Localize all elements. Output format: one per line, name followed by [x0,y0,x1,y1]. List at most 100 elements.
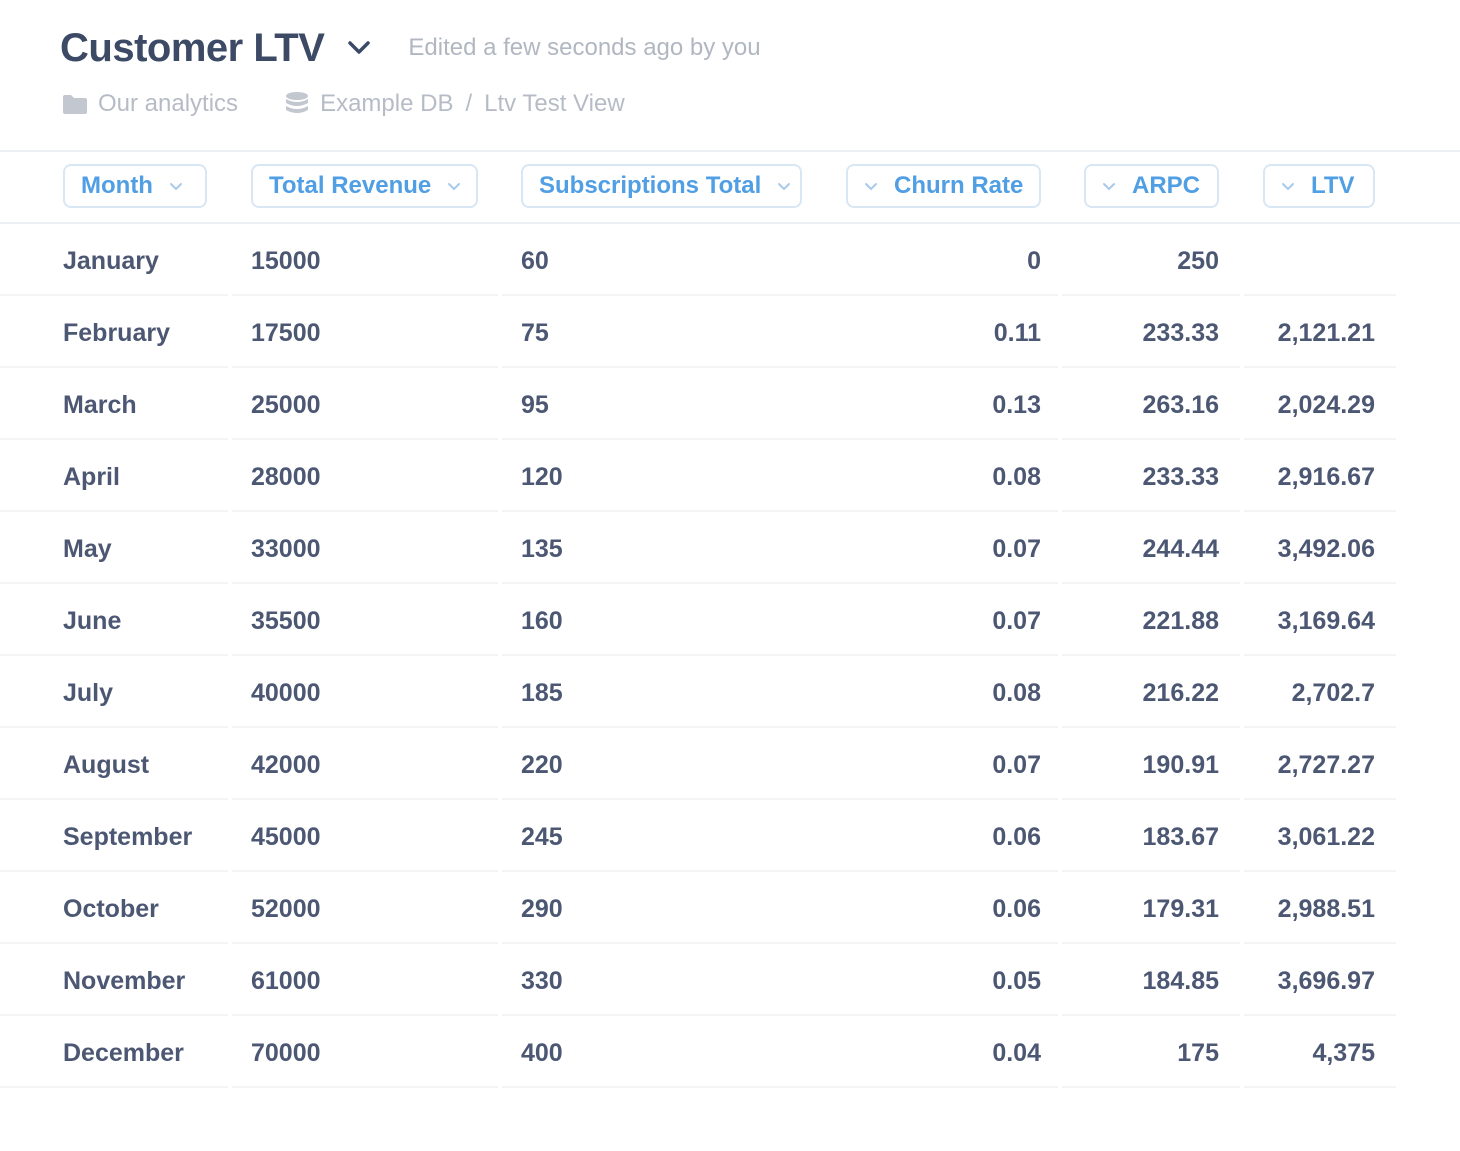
row-divider [502,726,1058,728]
cell-churn-rate[interactable]: 0.05 [992,967,1041,995]
breadcrumb-collection[interactable]: Our analytics [62,90,238,118]
cell-total-revenue[interactable]: 17500 [251,319,321,347]
cell-subscriptions-total[interactable]: 185 [521,679,563,707]
cell-churn-rate[interactable]: 0.08 [992,463,1041,491]
row-divider [232,654,498,656]
cell-arpc[interactable]: 175 [1177,1039,1219,1067]
cell-month[interactable]: October [63,895,159,923]
cell-month[interactable]: June [63,607,122,635]
cell-churn-rate[interactable]: 0.08 [992,679,1041,707]
cell-arpc[interactable]: 250 [1177,247,1219,275]
last-edited-text[interactable]: Edited a few seconds ago by you [408,34,761,61]
cell-churn-rate[interactable]: 0.06 [992,895,1041,923]
cell-ltv[interactable]: 4,375 [1312,1039,1375,1067]
row-divider [1244,294,1396,296]
database-icon [284,91,310,117]
cell-month[interactable]: August [63,751,150,779]
cell-ltv[interactable]: 2,121.21 [1277,319,1375,347]
cell-ltv[interactable]: 2,024.29 [1277,391,1375,419]
column-header-ltv[interactable]: LTV [1263,164,1375,208]
cell-ltv[interactable]: 2,702.7 [1291,679,1375,707]
cell-subscriptions-total[interactable]: 220 [521,751,563,779]
cell-month[interactable]: February [63,319,170,347]
cell-ltv[interactable] [1235,224,1375,294]
chevron-down-icon [777,181,791,191]
cell-arpc[interactable]: 233.33 [1142,463,1219,491]
cell-ltv[interactable]: 3,061.22 [1277,823,1375,851]
cell-subscriptions-total[interactable]: 330 [521,967,563,995]
row-divider [1244,1014,1396,1016]
cell-subscriptions-total[interactable]: 160 [521,607,563,635]
cell-subscriptions-total[interactable]: 75 [521,319,549,347]
cell-total-revenue[interactable]: 61000 [251,967,321,995]
cell-churn-rate[interactable]: 0.07 [992,751,1041,779]
cell-churn-rate[interactable]: 0.04 [992,1039,1041,1067]
cell-total-revenue[interactable]: 70000 [251,1039,321,1067]
cell-arpc[interactable]: 190.91 [1142,751,1219,779]
cell-ltv[interactable]: 3,492.06 [1277,535,1375,563]
cell-total-revenue[interactable]: 45000 [251,823,321,851]
cell-subscriptions-total[interactable]: 135 [521,535,563,563]
cell-month[interactable]: December [63,1039,184,1067]
cell-subscriptions-total[interactable]: 120 [521,463,563,491]
cell-churn-rate[interactable]: 0.07 [992,607,1041,635]
cell-subscriptions-total[interactable]: 95 [521,391,549,419]
cell-arpc[interactable]: 216.22 [1142,679,1219,707]
cell-churn-rate[interactable]: 0 [1027,247,1041,275]
cell-month[interactable]: July [63,679,114,707]
row-divider [232,798,498,800]
cell-month[interactable]: May [63,535,112,563]
cell-ltv[interactable]: 2,988.51 [1277,895,1375,923]
cell-total-revenue[interactable]: 15000 [251,247,321,275]
cell-total-revenue[interactable]: 25000 [251,391,321,419]
cell-subscriptions-total[interactable]: 60 [521,247,549,275]
chevron-down-icon [1281,181,1295,191]
cell-month[interactable]: September [63,823,193,851]
cell-arpc[interactable]: 179.31 [1142,895,1219,923]
row-divider [502,870,1058,872]
cell-arpc[interactable]: 221.88 [1142,607,1219,635]
cell-total-revenue[interactable]: 52000 [251,895,321,923]
cell-churn-rate[interactable]: 0.11 [993,319,1041,347]
column-header-churn-rate[interactable]: Churn Rate [846,164,1041,208]
cell-total-revenue[interactable]: 40000 [251,679,321,707]
cell-month[interactable]: April [63,463,120,491]
page-title[interactable]: Customer LTV [60,25,325,70]
column-header-month[interactable]: Month [63,164,207,208]
column-header-subscriptions-total[interactable]: Subscriptions Total [521,164,802,208]
cell-arpc[interactable]: 263.16 [1142,391,1219,419]
row-divider [1244,798,1396,800]
cell-churn-rate[interactable]: 0.13 [992,391,1041,419]
cell-subscriptions-total[interactable]: 400 [521,1039,563,1067]
row-divider [232,510,498,512]
cell-arpc[interactable]: 184.85 [1142,967,1219,995]
cell-total-revenue[interactable]: 33000 [251,535,321,563]
row-divider [232,582,498,584]
row-divider [502,942,1058,944]
cell-churn-rate[interactable]: 0.07 [992,535,1041,563]
row-divider [1244,366,1396,368]
cell-subscriptions-total[interactable]: 245 [521,823,563,851]
cell-month[interactable]: November [63,967,186,995]
cell-ltv[interactable]: 3,696.97 [1277,967,1375,995]
breadcrumb-database[interactable]: Example DB [284,90,453,118]
cell-total-revenue[interactable]: 28000 [251,463,321,491]
cell-churn-rate[interactable]: 0.06 [992,823,1041,851]
column-header-arpc[interactable]: ARPC [1084,164,1219,208]
cell-total-revenue[interactable]: 35500 [251,607,321,635]
cell-ltv[interactable]: 2,727.27 [1277,751,1375,779]
breadcrumb-view[interactable]: Ltv Test View [484,90,625,117]
cell-subscriptions-total[interactable]: 290 [521,895,563,923]
cell-month[interactable]: March [63,391,137,419]
row-divider [0,798,228,800]
cell-arpc[interactable]: 183.67 [1142,823,1219,851]
chevron-down-icon[interactable] [346,35,372,61]
cell-ltv[interactable]: 3,169.64 [1277,607,1375,635]
cell-total-revenue[interactable]: 42000 [251,751,321,779]
cell-ltv[interactable]: 2,916.67 [1277,463,1375,491]
cell-month[interactable]: January [63,247,159,275]
cell-arpc[interactable]: 244.44 [1142,535,1219,563]
column-header-total-revenue[interactable]: Total Revenue [251,164,478,208]
column-label: LTV [1311,172,1355,199]
cell-arpc[interactable]: 233.33 [1142,319,1219,347]
